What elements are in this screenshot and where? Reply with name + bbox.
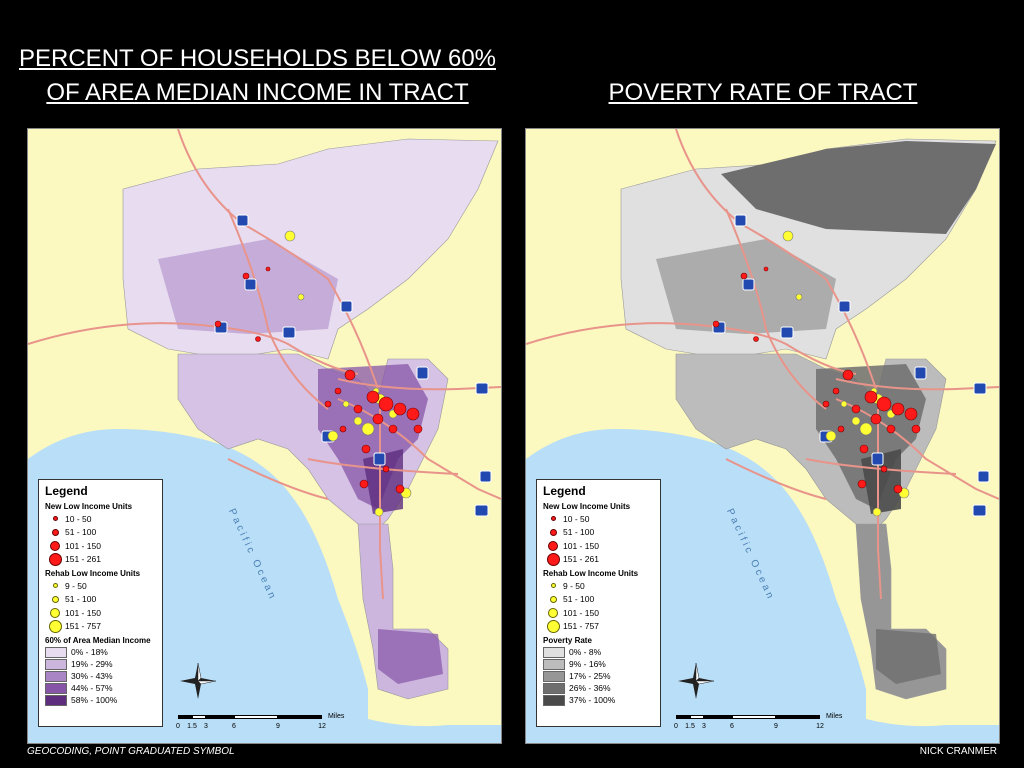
legend-new-units-3: 101 - 150	[45, 539, 156, 553]
scale-unit: Miles	[826, 713, 843, 720]
legend-class-3: 30% - 43%	[45, 670, 156, 682]
legend-rehab-units-4: 151 - 757	[543, 619, 654, 634]
north-arrow-icon	[678, 662, 715, 699]
left-legend: Legend New Low Income Units 10 - 50 51 -…	[38, 479, 163, 727]
legend-rehab-units-3: 101 - 150	[45, 606, 156, 620]
south-core	[363, 449, 403, 514]
legend-class-4: 26% - 36%	[543, 682, 654, 694]
left-map-title: PERCENT OF HOUSEHOLDS BELOW 60% OF AREA …	[19, 45, 496, 106]
legend-new-units-2: 51 - 100	[45, 526, 156, 540]
right-legend: Legend New Low Income Units 10 - 50 51 -…	[536, 479, 661, 727]
legend-title: Legend	[45, 484, 88, 498]
central-dense-tracts	[816, 364, 926, 509]
legend-new-units-4: 151 - 261	[543, 552, 654, 567]
legend-class-5: 58% - 100%	[45, 694, 156, 706]
scale-bar: 0 1.5 3 6 9 12 Miles	[674, 713, 843, 730]
legend-rehab-units-1: 9 - 50	[45, 579, 156, 593]
northeast-tracts	[721, 141, 996, 234]
footer-method: GEOCODING, POINT GRADUATED SYMBOL	[27, 746, 235, 757]
legend-rehab-units-3: 101 - 150	[543, 606, 654, 620]
legend-title: Legend	[543, 484, 586, 498]
legend-new-units-1: 10 - 50	[45, 512, 156, 526]
ocean-area-bay	[368, 719, 501, 743]
legend-new-units-1: 10 - 50	[543, 512, 654, 526]
south-core	[861, 449, 901, 514]
scale-unit: Miles	[328, 713, 345, 720]
new-units-section-title: New Low Income Units	[45, 502, 133, 511]
road-network	[526, 129, 999, 600]
right-map-panel: Pacific Ocean Legend New Low Income Unit…	[525, 128, 1000, 744]
north-arrow-icon	[180, 662, 217, 699]
legend-rehab-units-1: 9 - 50	[543, 579, 654, 593]
legend-rehab-units-4: 151 - 757	[45, 619, 156, 634]
legend-new-units-3: 101 - 150	[543, 539, 654, 553]
footer-author: NICK CRANMER	[919, 746, 997, 757]
legend-class-4: 44% - 57%	[45, 682, 156, 694]
harbor-tracts	[378, 629, 443, 684]
legend-rehab-units-2: 51 - 100	[543, 593, 654, 607]
legend-class-3: 17% - 25%	[543, 670, 654, 682]
legend-class-1: 0% - 18%	[45, 646, 156, 658]
central-dense-tracts	[318, 364, 428, 509]
rehab-unit-points	[284, 230, 412, 517]
legend-class-5: 37% - 100%	[543, 694, 654, 706]
new-unit-points	[712, 266, 921, 494]
legend-class-2: 9% - 16%	[543, 658, 654, 670]
ocean-area-bay	[866, 719, 999, 743]
legend-new-units-4: 151 - 261	[45, 552, 156, 567]
legend-rehab-units-2: 51 - 100	[45, 593, 156, 607]
ramp-section-title: 60% of Area Median Income	[45, 636, 151, 645]
harbor-tracts	[876, 629, 941, 684]
rehab-units-section-title: Rehab Low Income Units	[543, 569, 639, 578]
new-units-section-title: New Low Income Units	[543, 502, 631, 511]
legend-class-2: 19% - 29%	[45, 658, 156, 670]
rehab-units-section-title: Rehab Low Income Units	[45, 569, 141, 578]
new-unit-points	[214, 266, 423, 494]
left-map-panel: Pacific Ocean Legend New Low Income Unit…	[27, 128, 502, 744]
scale-bar: 0 1.5 3 6 9 12 Miles	[176, 713, 345, 730]
legend-class-1: 0% - 8%	[543, 646, 654, 658]
right-map-title: POVERTY RATE OF TRACT	[608, 79, 918, 106]
ramp-section-title: Poverty Rate	[543, 636, 592, 645]
legend-new-units-2: 51 - 100	[543, 526, 654, 540]
